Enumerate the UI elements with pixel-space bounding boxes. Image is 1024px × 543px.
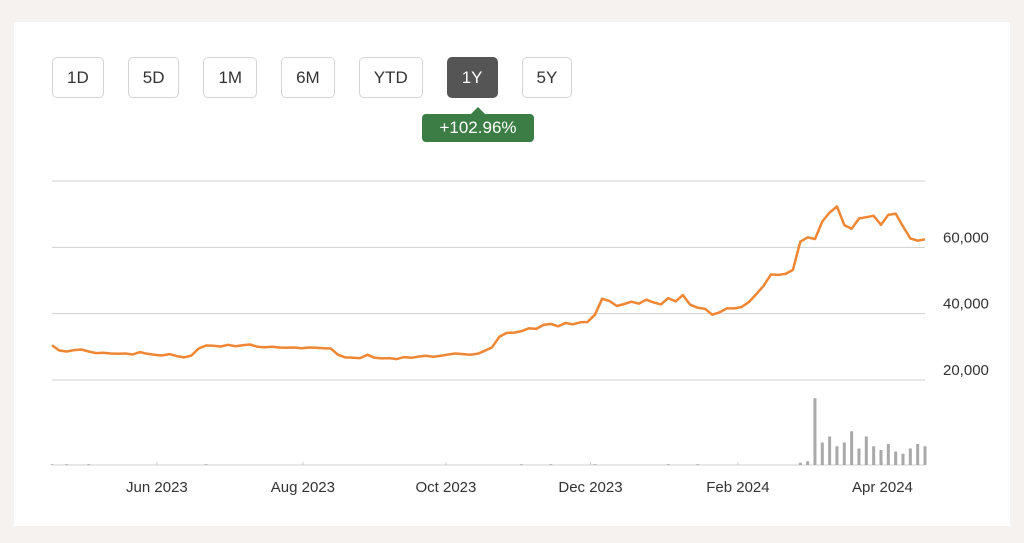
range-button[interactable]: 1Y (446, 57, 498, 98)
volume-bar (857, 448, 861, 465)
range-button[interactable]: 6M (281, 57, 335, 98)
x-tick-label: Apr 2024 (852, 479, 913, 496)
volume-bar (842, 442, 846, 465)
volume-bar (806, 461, 810, 465)
volume-bar (908, 448, 912, 465)
volume-bar (520, 464, 524, 465)
volume-bar (894, 451, 898, 465)
volume-bar (828, 436, 832, 465)
volume-bar (901, 453, 905, 465)
volume-bar (798, 462, 802, 465)
x-tick-label: Oct 2023 (416, 479, 477, 496)
volume-bar (87, 464, 91, 465)
range-button[interactable]: YTD (358, 57, 423, 98)
range-button[interactable]: 1M (203, 57, 258, 98)
volume-bar (204, 464, 208, 465)
x-tick-label: Feb 2024 (706, 479, 769, 496)
volume-bar (666, 464, 670, 465)
x-tick-label: Aug 2023 (271, 479, 335, 496)
range-buttons: 1D 5D 1M 6M YTD 1Y 5Y (52, 57, 573, 98)
y-tick-label: 40,000 (943, 296, 989, 313)
volume-bar (923, 446, 927, 465)
volume-bar (549, 464, 553, 465)
volume-bar (835, 446, 839, 465)
volume-bar (65, 464, 69, 465)
card (14, 22, 1010, 526)
change-badge: +102.96% (422, 107, 534, 142)
range-button[interactable]: 5D (127, 57, 180, 98)
x-tick-label: Jun 2023 (126, 479, 188, 496)
volume-bar (872, 446, 876, 465)
volume-bar (879, 450, 883, 465)
volume-bar (864, 436, 868, 465)
volume-bar (813, 398, 817, 465)
volume-bar (696, 464, 700, 465)
volume-bar (850, 431, 854, 465)
volume-bar (593, 464, 597, 465)
price-line (51, 205, 926, 361)
range-button[interactable]: 1D (52, 57, 104, 98)
volume-bar (820, 442, 824, 465)
volume-bar (50, 464, 54, 465)
y-tick-label: 60,000 (943, 229, 989, 246)
x-tick-label: Dec 2023 (558, 479, 622, 496)
volume-bar (886, 444, 890, 465)
y-tick-label: 20,000 (943, 362, 989, 379)
volume-bar (916, 444, 920, 465)
range-button[interactable]: 5Y (521, 57, 573, 98)
